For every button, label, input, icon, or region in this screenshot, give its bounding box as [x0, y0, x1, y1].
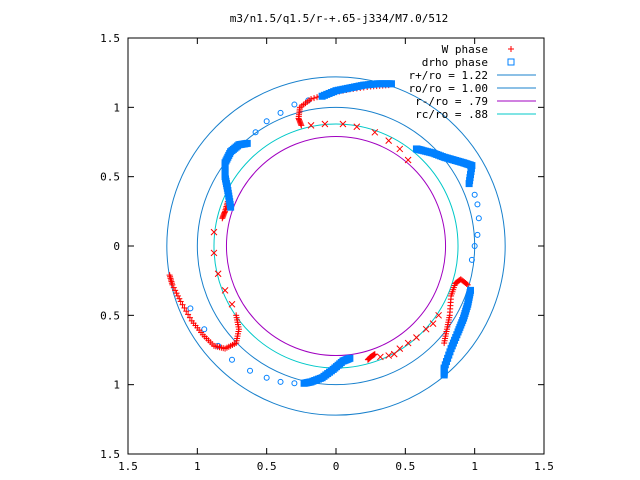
data-point	[390, 350, 398, 358]
chart-title: m3/n1.5/q1.5/r-+.65-j334/M7.0/512	[230, 12, 449, 25]
legend-label: ro/ro = 1.00	[409, 82, 488, 95]
data-point	[179, 301, 186, 308]
circle-3	[213, 123, 459, 369]
data-point	[291, 380, 298, 387]
data-point	[247, 367, 254, 374]
data-point	[435, 311, 442, 319]
data-point	[413, 334, 420, 341]
data-point	[471, 191, 478, 198]
data-point	[307, 122, 315, 129]
data-point	[474, 201, 481, 208]
data-point	[210, 228, 218, 236]
y-tick-label: 1	[113, 101, 120, 114]
data-point	[228, 300, 236, 308]
y-tick-label: 1.5	[100, 32, 120, 45]
y-tick-label: 0	[113, 240, 120, 253]
data-point	[187, 305, 194, 312]
data-point	[440, 371, 448, 379]
data-point	[188, 317, 195, 324]
data-point	[252, 129, 259, 136]
circle-1	[196, 106, 476, 386]
legend-label: r+/ro = 1.22	[409, 69, 488, 82]
x-tick-label: 1.5	[534, 460, 554, 473]
data-point	[339, 120, 347, 128]
data-point	[468, 256, 475, 263]
x-tick-label: 1	[194, 460, 201, 473]
data-point	[471, 243, 478, 249]
legend-marker	[508, 46, 514, 52]
axis-ticks: 1.5 1 0.5 0 0.5 1 1.51.510.500.511.5	[100, 32, 554, 473]
data-point	[412, 145, 420, 153]
data-point	[475, 215, 482, 222]
data-point	[243, 139, 251, 147]
x-tick-label: 0.5	[257, 460, 277, 473]
data-point	[291, 101, 298, 108]
y-tick-label: 1.5	[100, 448, 120, 461]
legend-label: r-/ro = .79	[415, 95, 488, 108]
data-point	[176, 295, 183, 302]
data-point	[172, 287, 179, 294]
data-point	[170, 284, 177, 291]
x-tick-label: 0	[333, 460, 340, 473]
x-tick-label: 1	[471, 460, 478, 473]
data-point	[474, 231, 481, 238]
reference-circles	[166, 76, 506, 416]
data-point	[263, 374, 270, 381]
legend-label: rc/ro = .88	[415, 108, 488, 121]
data-point	[308, 96, 315, 103]
data-point	[186, 314, 193, 321]
data-point	[229, 356, 235, 363]
x-tick-label: 1.5	[118, 460, 138, 473]
data-point	[377, 353, 384, 361]
data-point	[404, 339, 412, 347]
legend-label: drho phase	[422, 56, 488, 69]
data-point	[185, 311, 192, 318]
data-point	[277, 378, 284, 385]
data-point	[221, 287, 229, 294]
data-point	[353, 123, 361, 131]
data-point	[396, 345, 404, 352]
data-point	[210, 249, 218, 257]
y-tick-label: 0.5	[100, 309, 120, 322]
data-point	[364, 356, 371, 363]
data-point	[173, 290, 180, 297]
legend-marker	[507, 58, 515, 66]
data-point	[300, 379, 308, 387]
data-point	[201, 326, 208, 333]
data-point	[183, 308, 190, 315]
y-tick-label: 0.5	[100, 171, 120, 184]
data-point	[174, 292, 181, 299]
data-point	[404, 156, 412, 164]
data-point	[263, 118, 270, 125]
data-point	[385, 352, 393, 359]
legend-label: W phase	[442, 43, 488, 56]
data-point	[214, 270, 222, 278]
data-point	[422, 325, 430, 333]
data-point	[166, 272, 173, 279]
data-point	[429, 320, 437, 328]
data-point	[396, 145, 404, 153]
circle-2	[225, 135, 447, 357]
x-tick-label: 0.5	[395, 460, 415, 473]
y-tick-label: 1	[113, 379, 120, 392]
data-point	[181, 304, 188, 311]
data-point	[277, 109, 284, 116]
data-point	[371, 128, 379, 136]
data-point	[177, 298, 184, 305]
data-point	[385, 137, 393, 144]
data-points	[166, 80, 482, 387]
data-point	[387, 80, 395, 88]
data-point	[311, 95, 318, 102]
data-point	[441, 340, 448, 347]
data-point	[321, 120, 329, 128]
circle-0	[166, 76, 506, 416]
